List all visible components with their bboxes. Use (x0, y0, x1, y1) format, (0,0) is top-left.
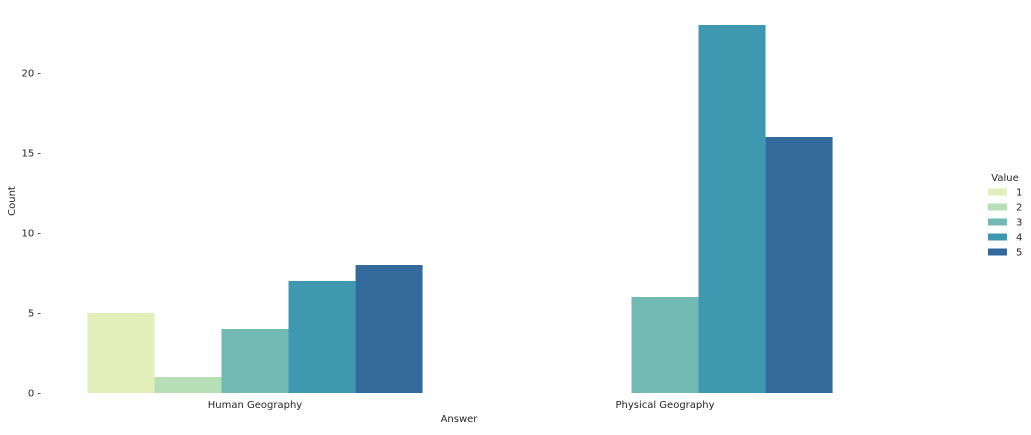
legend-swatch-4 (988, 233, 1007, 241)
legend-label: 4 (1016, 233, 1022, 244)
legend-label: 3 (1016, 218, 1022, 229)
legend-label: 2 (1016, 203, 1022, 214)
y-tick-label: 0 - (28, 389, 42, 400)
x-axis-label: Answer (441, 414, 479, 425)
legend-label: 5 (1016, 248, 1022, 259)
y-tick-label: 5 - (28, 309, 42, 320)
bar-human-geography-value-5 (355, 265, 423, 393)
legend-title: Value (991, 173, 1018, 184)
bar-human-geography-value-4 (288, 281, 356, 393)
x-tick-label: Physical Geography (615, 400, 714, 411)
bar-physical-geography-value-5 (765, 137, 833, 393)
bar-physical-geography-value-3 (631, 297, 699, 393)
bars-group (87, 25, 833, 393)
bar-human-geography-value-3 (221, 329, 289, 393)
legend-swatch-2 (988, 203, 1007, 211)
bar-human-geography-value-1 (87, 313, 155, 393)
legend-swatch-1 (988, 188, 1007, 196)
bar-human-geography-value-2 (154, 377, 222, 393)
y-tick-label: 15 - (21, 149, 41, 160)
bar-physical-geography-value-4 (698, 25, 766, 393)
legend-swatch-3 (988, 218, 1007, 226)
y-axis: 0 - 5 - 10 - 15 - 20 - (21, 69, 41, 400)
y-tick-label: 20 - (21, 69, 41, 80)
y-axis-label: Count (7, 186, 18, 216)
x-axis: Human Geography Physical Geography (208, 400, 715, 411)
legend-label: 1 (1016, 188, 1022, 199)
legend-swatch-5 (988, 248, 1007, 256)
legend: Value 1 2 3 4 5 (988, 173, 1022, 259)
y-tick-label: 10 - (21, 229, 41, 240)
x-tick-label: Human Geography (208, 400, 303, 411)
